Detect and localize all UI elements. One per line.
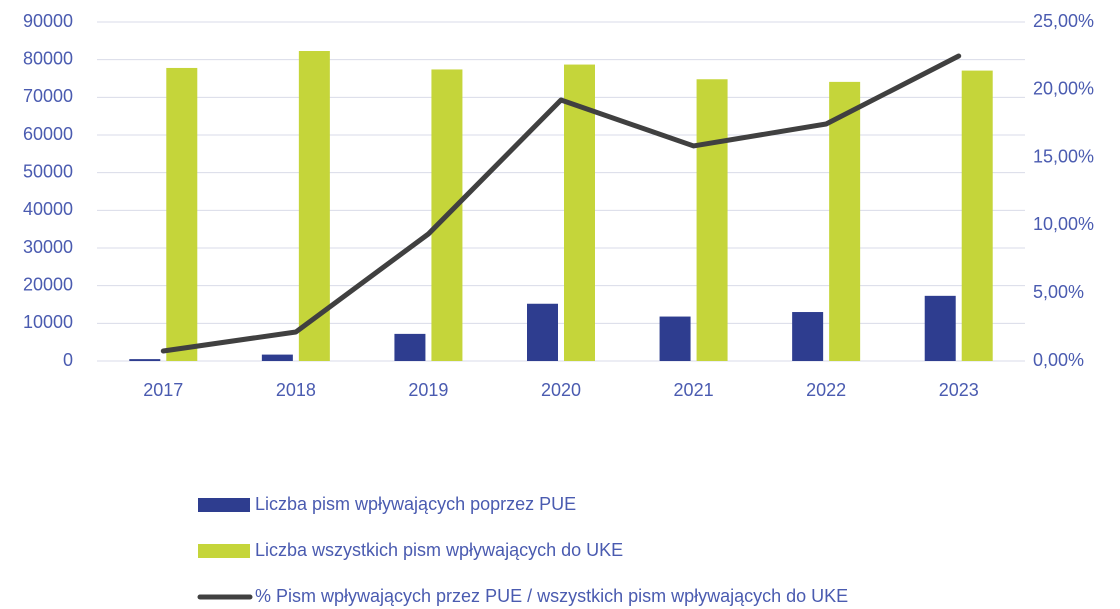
y2-tick-label: 20,00% bbox=[1033, 79, 1094, 99]
y-tick-label: 60000 bbox=[23, 124, 73, 144]
y2-tick-label: 25,00% bbox=[1033, 11, 1094, 31]
y2-tick-label: 15,00% bbox=[1033, 146, 1094, 166]
y-tick-label: 20000 bbox=[23, 274, 73, 294]
bar bbox=[298, 51, 330, 362]
x-tick-label: 2021 bbox=[674, 380, 714, 400]
bar bbox=[696, 79, 728, 362]
bar bbox=[792, 312, 824, 361]
x-tick-label: 2023 bbox=[939, 380, 979, 400]
legend-swatch bbox=[198, 498, 250, 512]
y-tick-label: 90000 bbox=[23, 11, 73, 31]
legend-swatch bbox=[198, 544, 250, 558]
y-tick-label: 0 bbox=[63, 350, 73, 370]
bar bbox=[527, 303, 558, 361]
line bbox=[160, 53, 962, 354]
legend-label: Liczba pism wpływających poprzez PUE bbox=[255, 494, 576, 514]
bar bbox=[564, 64, 595, 362]
bar bbox=[924, 295, 956, 361]
bar bbox=[829, 81, 861, 361]
x-tick-label: 2019 bbox=[408, 380, 448, 400]
legend-label: % Pism wpływających przez PUE / wszystki… bbox=[255, 586, 848, 606]
bar bbox=[166, 67, 198, 361]
bar bbox=[129, 359, 161, 361]
bar bbox=[961, 70, 993, 361]
y-tick-label: 40000 bbox=[23, 199, 73, 219]
x-tick-label: 2018 bbox=[276, 380, 316, 400]
y-tick-label: 80000 bbox=[23, 48, 73, 68]
x-tick-label: 2017 bbox=[143, 380, 183, 400]
bar bbox=[394, 333, 426, 361]
y2-tick-label: 10,00% bbox=[1033, 214, 1094, 234]
y-tick-label: 30000 bbox=[23, 237, 73, 257]
x-tick-label: 2022 bbox=[806, 380, 846, 400]
y-tick-label: 10000 bbox=[23, 312, 73, 332]
bar bbox=[659, 316, 691, 361]
x-tick-label: 2020 bbox=[541, 380, 581, 400]
y-tick-label: 50000 bbox=[23, 161, 73, 181]
legend-label: Liczba wszystkich pism wpływających do U… bbox=[255, 540, 623, 560]
y2-tick-label: 5,00% bbox=[1033, 282, 1084, 302]
y-tick-label: 70000 bbox=[23, 86, 73, 106]
y2-tick-label: 0,00% bbox=[1033, 350, 1084, 370]
bar bbox=[261, 354, 293, 361]
